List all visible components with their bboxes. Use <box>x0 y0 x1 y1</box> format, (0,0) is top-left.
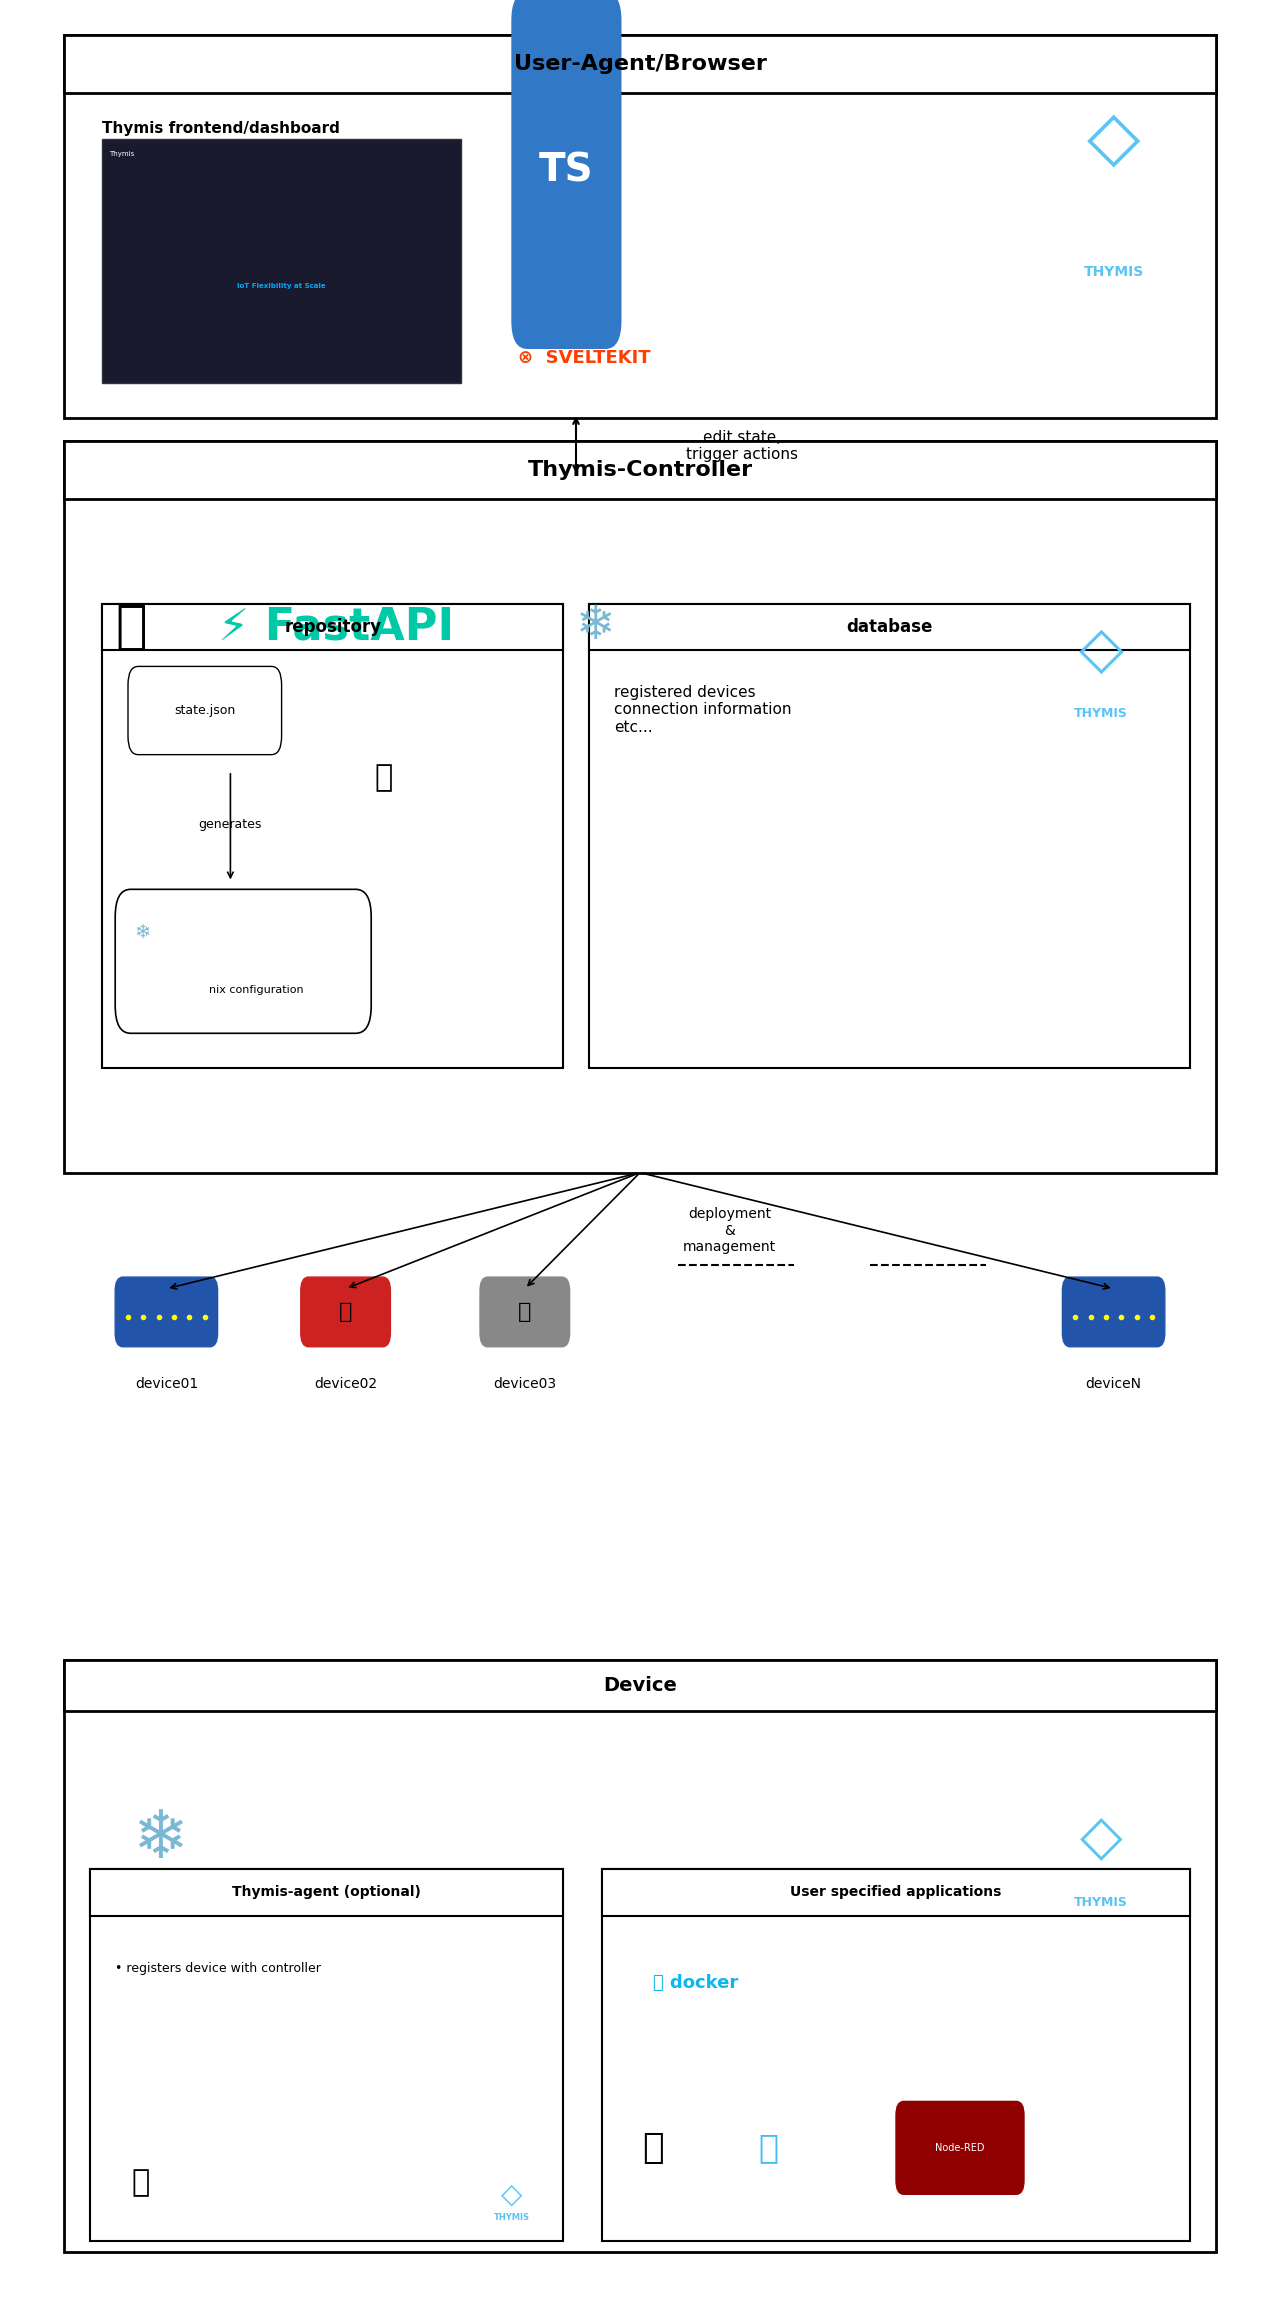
Text: Thymis frontend/dashboard: Thymis frontend/dashboard <box>102 121 340 135</box>
FancyBboxPatch shape <box>115 1277 218 1347</box>
Text: • registers device with controller: • registers device with controller <box>115 1962 321 1976</box>
Text: ◇: ◇ <box>502 2180 522 2208</box>
FancyBboxPatch shape <box>115 889 371 1033</box>
FancyBboxPatch shape <box>512 0 621 348</box>
Text: ❄: ❄ <box>134 924 151 943</box>
FancyBboxPatch shape <box>1062 1277 1165 1347</box>
Text: Node-RED: Node-RED <box>936 2143 984 2152</box>
Text: nix configuration: nix configuration <box>209 985 303 996</box>
FancyBboxPatch shape <box>64 1660 1216 1711</box>
Text: generates: generates <box>198 817 262 831</box>
FancyBboxPatch shape <box>90 1869 563 1916</box>
FancyBboxPatch shape <box>128 666 282 755</box>
FancyBboxPatch shape <box>102 604 563 650</box>
Text: 🐳 docker: 🐳 docker <box>653 1974 739 1992</box>
Text: ⚡ FastAPI: ⚡ FastAPI <box>218 606 453 648</box>
FancyBboxPatch shape <box>64 441 1216 499</box>
Text: ◇: ◇ <box>1079 1811 1123 1867</box>
Text: deployment
&
management: deployment & management <box>684 1207 776 1254</box>
FancyBboxPatch shape <box>602 1869 1190 1916</box>
Text: THYMIS: THYMIS <box>1074 1895 1128 1909</box>
Text: ⊗  SVELTEKIT: ⊗ SVELTEKIT <box>518 348 652 367</box>
Text: ◇: ◇ <box>1087 107 1140 172</box>
Text: User specified applications: User specified applications <box>790 1885 1002 1899</box>
FancyBboxPatch shape <box>301 1277 390 1347</box>
FancyBboxPatch shape <box>64 35 1216 93</box>
FancyBboxPatch shape <box>589 604 1190 1068</box>
Text: Device: Device <box>603 1676 677 1695</box>
Text: Thymis: Thymis <box>109 151 134 158</box>
Text: device01: device01 <box>134 1377 198 1391</box>
Text: 🍓: 🍓 <box>339 1303 352 1321</box>
FancyBboxPatch shape <box>102 139 461 383</box>
Text: User-Agent/Browser: User-Agent/Browser <box>513 53 767 74</box>
Text: 🐍: 🐍 <box>132 2169 150 2197</box>
Text: IoT Flexibility at Scale: IoT Flexibility at Scale <box>237 283 326 288</box>
Text: THYMIS: THYMIS <box>1074 706 1128 720</box>
FancyBboxPatch shape <box>64 1660 1216 2252</box>
Text: Thymis-agent (optional): Thymis-agent (optional) <box>232 1885 421 1899</box>
Text: device03: device03 <box>493 1377 557 1391</box>
FancyBboxPatch shape <box>64 441 1216 1173</box>
Text: deviceN: deviceN <box>1085 1377 1142 1391</box>
Text: ❄: ❄ <box>576 604 616 650</box>
Text: THYMIS: THYMIS <box>494 2213 530 2222</box>
FancyBboxPatch shape <box>64 35 1216 418</box>
FancyBboxPatch shape <box>896 2101 1024 2194</box>
FancyBboxPatch shape <box>480 1277 570 1347</box>
Text: registered devices
connection information
etc...: registered devices connection informatio… <box>614 685 792 734</box>
FancyBboxPatch shape <box>102 604 563 1068</box>
Text: ❄: ❄ <box>132 1807 188 1872</box>
Text: database: database <box>846 618 933 636</box>
Text: repository: repository <box>284 618 381 636</box>
Text: 🐍: 🐍 <box>115 601 147 652</box>
Text: TS: TS <box>539 151 594 190</box>
Text: device02: device02 <box>314 1377 378 1391</box>
Text: state.json: state.json <box>174 704 236 717</box>
Text: 🌐: 🌐 <box>643 2132 663 2164</box>
Text: edit state,
trigger actions: edit state, trigger actions <box>686 430 799 462</box>
Text: 🐍: 🐍 <box>375 764 393 792</box>
FancyBboxPatch shape <box>90 1869 563 2241</box>
Text: ◇: ◇ <box>1078 622 1124 678</box>
Text: THYMIS: THYMIS <box>1083 265 1144 279</box>
Text: 🏠: 🏠 <box>758 2132 778 2164</box>
FancyBboxPatch shape <box>589 604 1190 650</box>
FancyBboxPatch shape <box>602 1869 1190 2241</box>
Text: 💽: 💽 <box>518 1303 531 1321</box>
Text: Thymis-Controller: Thymis-Controller <box>527 460 753 481</box>
